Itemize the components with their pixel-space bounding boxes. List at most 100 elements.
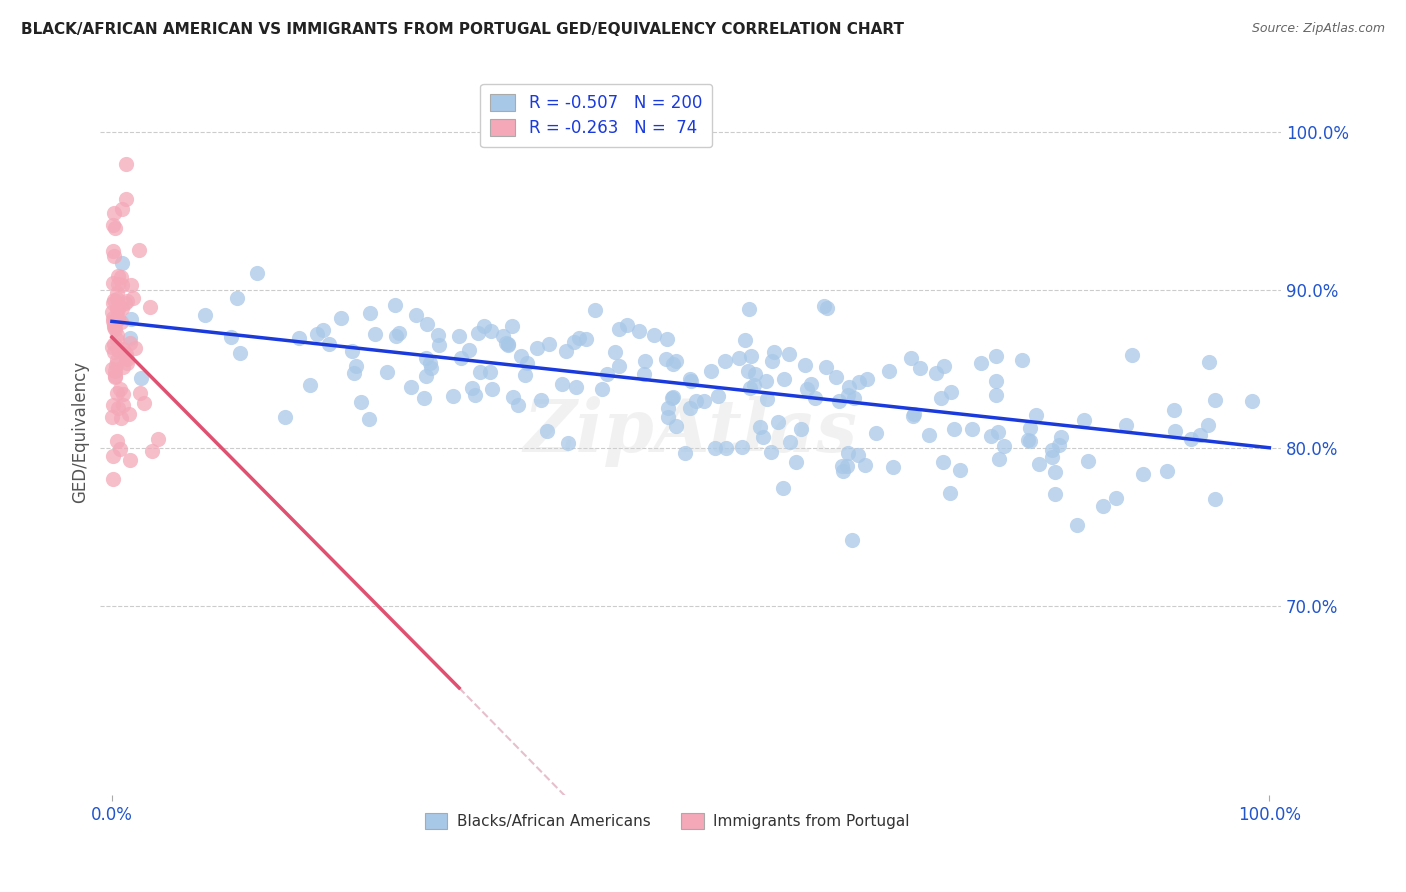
Point bbox=[416, 318, 439, 332]
Point bbox=[384, 329, 406, 343]
Point bbox=[103, 205, 125, 219]
Point bbox=[498, 338, 520, 352]
Point bbox=[107, 277, 129, 292]
Point bbox=[496, 336, 519, 351]
Point bbox=[318, 337, 340, 351]
Point bbox=[105, 434, 128, 449]
Point bbox=[910, 360, 932, 375]
Point bbox=[661, 390, 683, 404]
Point bbox=[288, 331, 311, 345]
Point bbox=[755, 374, 778, 388]
Point bbox=[104, 313, 127, 327]
Point bbox=[141, 443, 163, 458]
Point bbox=[103, 295, 125, 310]
Point bbox=[1018, 434, 1040, 449]
Point bbox=[903, 407, 925, 421]
Text: ZipAtlas: ZipAtlas bbox=[523, 396, 858, 467]
Text: BLACK/AFRICAN AMERICAN VS IMMIGRANTS FROM PORTUGAL GED/EQUIVALENCY CORRELATION C: BLACK/AFRICAN AMERICAN VS IMMIGRANTS FRO… bbox=[21, 22, 904, 37]
Point bbox=[1156, 464, 1178, 478]
Point bbox=[790, 422, 813, 436]
Point bbox=[987, 452, 1010, 467]
Point bbox=[105, 385, 128, 400]
Point bbox=[111, 343, 134, 357]
Point bbox=[655, 332, 678, 346]
Point bbox=[104, 220, 127, 235]
Point bbox=[700, 364, 723, 378]
Point bbox=[1132, 467, 1154, 481]
Point bbox=[105, 292, 128, 306]
Point bbox=[877, 364, 900, 378]
Point bbox=[939, 486, 962, 500]
Point bbox=[509, 350, 531, 364]
Point bbox=[420, 361, 443, 376]
Point bbox=[312, 323, 335, 337]
Point bbox=[679, 374, 702, 388]
Point bbox=[929, 392, 952, 406]
Point bbox=[993, 439, 1015, 453]
Point bbox=[121, 291, 143, 305]
Point bbox=[1025, 408, 1047, 422]
Point bbox=[814, 359, 837, 374]
Point bbox=[104, 364, 127, 378]
Point bbox=[796, 382, 818, 396]
Point bbox=[536, 424, 558, 438]
Point bbox=[654, 351, 676, 366]
Point bbox=[329, 310, 352, 325]
Point bbox=[704, 441, 727, 455]
Point bbox=[779, 434, 801, 449]
Point bbox=[778, 347, 800, 361]
Point bbox=[479, 324, 502, 338]
Point bbox=[794, 358, 817, 372]
Point bbox=[848, 375, 870, 389]
Point bbox=[768, 415, 790, 429]
Point bbox=[107, 401, 129, 416]
Point bbox=[1047, 438, 1070, 452]
Point bbox=[111, 301, 134, 315]
Point bbox=[984, 349, 1007, 363]
Point bbox=[110, 382, 132, 396]
Point bbox=[661, 392, 683, 406]
Point bbox=[762, 344, 785, 359]
Point bbox=[616, 318, 638, 333]
Point bbox=[115, 352, 138, 367]
Point bbox=[108, 442, 131, 456]
Point bbox=[105, 302, 128, 317]
Point bbox=[103, 318, 125, 332]
Point bbox=[831, 458, 853, 473]
Point bbox=[305, 327, 328, 342]
Point bbox=[837, 445, 859, 459]
Point bbox=[103, 249, 125, 263]
Point bbox=[229, 346, 252, 360]
Point bbox=[633, 367, 655, 381]
Point bbox=[107, 269, 129, 284]
Point bbox=[101, 472, 124, 486]
Point bbox=[761, 354, 783, 368]
Point bbox=[607, 359, 630, 373]
Point bbox=[1073, 412, 1095, 426]
Point bbox=[120, 312, 142, 326]
Point bbox=[785, 455, 807, 469]
Point bbox=[103, 314, 125, 328]
Point bbox=[105, 285, 128, 300]
Point bbox=[274, 409, 297, 424]
Point bbox=[101, 340, 124, 354]
Point bbox=[120, 453, 142, 467]
Point bbox=[103, 311, 125, 326]
Point bbox=[1091, 499, 1114, 513]
Point bbox=[246, 266, 269, 280]
Point bbox=[657, 409, 679, 424]
Point bbox=[772, 481, 794, 495]
Point bbox=[1040, 443, 1063, 458]
Point bbox=[900, 351, 922, 366]
Point bbox=[401, 380, 423, 394]
Point bbox=[350, 395, 373, 409]
Point bbox=[194, 308, 217, 322]
Point bbox=[107, 310, 129, 325]
Point bbox=[107, 302, 129, 317]
Point bbox=[427, 328, 450, 343]
Point bbox=[1180, 433, 1202, 447]
Point bbox=[856, 372, 879, 386]
Point bbox=[412, 391, 434, 405]
Point bbox=[716, 442, 738, 456]
Point bbox=[740, 349, 762, 363]
